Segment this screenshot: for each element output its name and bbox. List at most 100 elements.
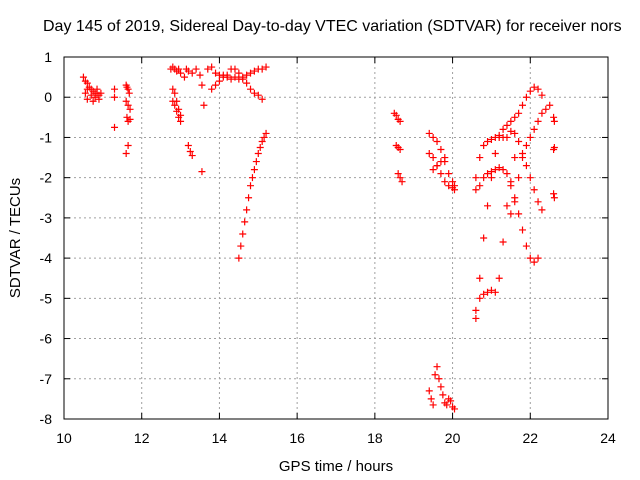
data-point [258,65,266,73]
data-point [484,137,492,145]
data-point [507,210,515,218]
data-point [538,91,546,99]
data-point [188,152,196,160]
data-point [476,294,484,302]
series-arc-20.6-22.2 [472,164,542,266]
data-point [515,137,523,145]
data-point [258,137,266,145]
data-point [480,174,488,182]
data-point [480,234,488,242]
data-point [519,101,527,109]
data-point [441,154,449,162]
data-point [184,67,192,75]
data-point [126,115,134,123]
series-arc-13.8-15.1 [208,65,266,103]
series-bottom-19.5 [425,363,459,413]
data-point [219,73,227,81]
data-point [254,91,262,99]
x-tick-label: 18 [367,430,383,446]
data-point [472,174,480,182]
y-tick-label: 0 [44,89,52,105]
data-point [427,395,435,403]
data-point [472,314,480,322]
data-point [503,202,511,210]
data-point [503,133,511,141]
data-point [484,288,492,296]
data-point [262,129,270,137]
data-point [546,101,554,109]
data-point [435,375,443,383]
data-point [169,85,177,93]
data-point [511,113,519,121]
data-point [522,93,530,101]
data-point [97,89,105,97]
data-point [538,206,546,214]
data-point [522,162,530,170]
series-group-12.8 [167,63,196,160]
data-point [542,105,550,113]
data-point [503,121,511,129]
data-point [530,125,538,133]
data-point [515,210,523,218]
data-point [79,73,87,81]
data-point [507,127,515,135]
data-point [550,190,558,198]
data-point [91,93,99,101]
data-point [180,73,188,81]
data-point [396,146,404,154]
data-point [507,182,515,190]
data-point [519,226,527,234]
data-point [499,166,507,174]
data-point [511,194,519,202]
data-point [83,95,91,103]
data-point [425,150,433,158]
data-point [122,97,130,105]
data-point [441,178,449,186]
data-point [526,133,534,141]
data-point [245,194,253,202]
data-point [534,117,542,125]
data-point [81,89,89,97]
data-point [258,95,266,103]
data-point [204,65,212,73]
grid-layer [64,57,608,419]
data-point [250,67,258,75]
x-tick-label: 20 [445,430,461,446]
data-point [439,391,447,399]
data-point [487,168,495,176]
data-point [198,168,206,176]
data-point [252,158,260,166]
data-point [472,186,480,194]
data-point [449,178,457,186]
data-point [247,69,255,77]
data-point [429,133,437,141]
data-point [95,95,103,103]
data-point [515,174,523,182]
data-point [200,101,208,109]
data-point [429,401,437,409]
data-point [122,150,130,158]
data-point [243,79,251,87]
data-point [425,387,433,395]
data-point [262,63,270,71]
data-point [526,174,534,182]
y-tick-label: -4 [40,250,53,266]
data-point [126,105,134,113]
data-point [184,141,192,149]
data-point [208,85,216,93]
data-point [480,290,488,298]
data-point [522,242,530,250]
data-point [499,125,507,133]
data-point [173,97,181,105]
x-tick-label: 16 [289,430,305,446]
y-tick-label: -5 [40,290,53,306]
chart-title: Day 145 of 2019, Sidereal Day-to-day VTE… [43,18,622,35]
data-point [447,397,455,405]
x-tick-label: 24 [600,430,616,446]
data-point [237,242,245,250]
data-point [437,158,445,166]
data-point [208,63,216,71]
data-point [396,174,404,182]
data-point [530,83,538,91]
